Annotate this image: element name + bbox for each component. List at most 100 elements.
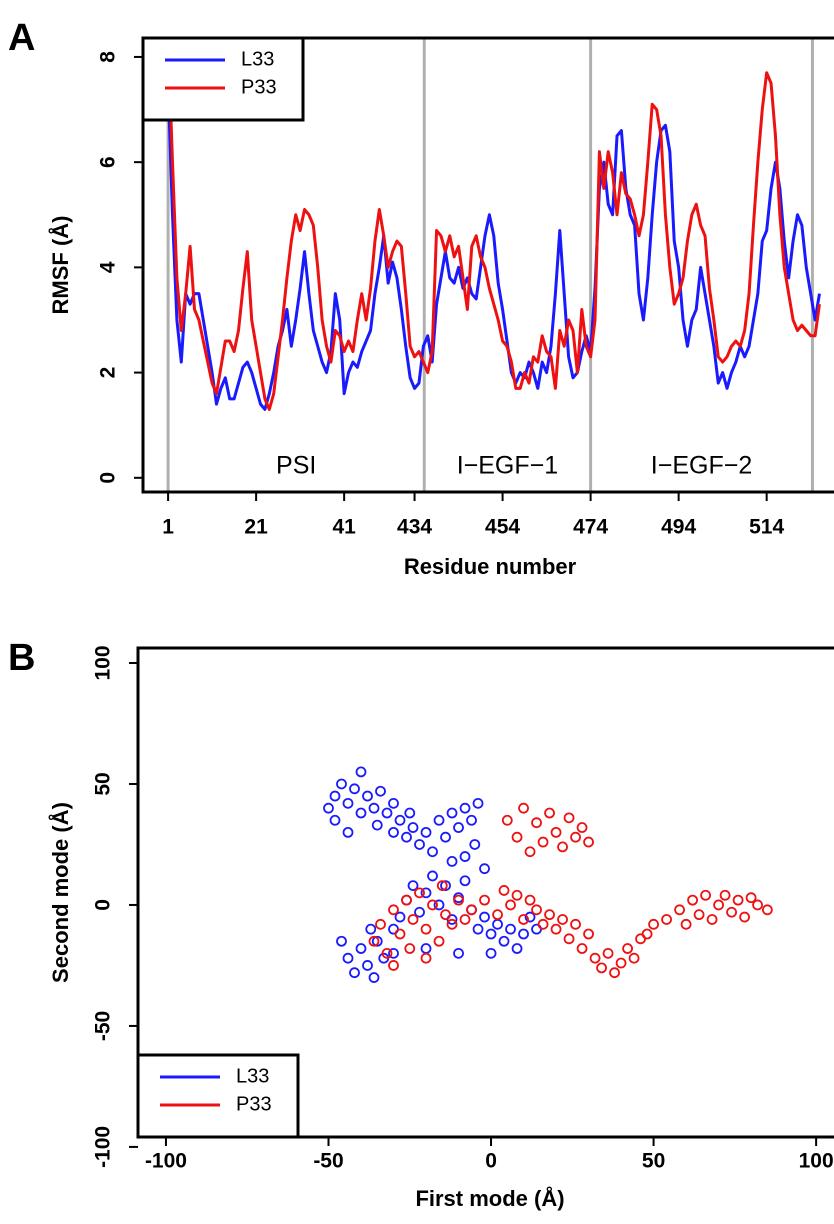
point [550, 923, 562, 935]
plot-area: PSI I−EGF−1 I−EGF−2 [166, 38, 821, 492]
point [371, 935, 383, 947]
point [511, 943, 523, 954]
point [336, 935, 347, 947]
point [511, 889, 523, 901]
point [609, 967, 620, 979]
point [641, 928, 653, 940]
point [407, 822, 419, 833]
plot-frame [141, 36, 834, 494]
x-tick-label: -50 [313, 1150, 343, 1173]
point [371, 819, 383, 831]
legend-box [141, 36, 305, 122]
point [537, 836, 549, 848]
x-axis-title: First mode (Å) [415, 1185, 564, 1211]
point [453, 947, 464, 959]
point [518, 928, 529, 940]
point [466, 814, 477, 826]
point [407, 914, 419, 925]
point [459, 851, 471, 862]
point [498, 885, 510, 896]
point [518, 802, 529, 814]
x-tick-label: 474 [573, 516, 608, 539]
y-tick-label: 4 [97, 261, 120, 273]
point [505, 899, 516, 911]
x-tick-label: 100 [799, 1150, 834, 1173]
point [596, 962, 607, 974]
point [531, 817, 542, 829]
point [375, 785, 386, 797]
point [505, 923, 516, 935]
point [355, 807, 367, 819]
point [576, 943, 588, 954]
point [511, 831, 523, 843]
point [433, 899, 445, 911]
y-tick-label: 50 [92, 772, 115, 795]
point [404, 943, 416, 954]
point [563, 933, 575, 945]
point [752, 899, 764, 911]
point [544, 807, 555, 819]
point [414, 906, 425, 918]
point [381, 947, 393, 959]
point [336, 778, 347, 790]
y-tick-label: 100 [92, 645, 115, 680]
region-label: I−EGF−2 [651, 452, 752, 480]
plot-frame [136, 646, 834, 1139]
x-tick-label: 50 [642, 1150, 665, 1173]
point [349, 783, 360, 795]
point [563, 812, 575, 824]
point [602, 947, 614, 959]
x-tick-label: 494 [661, 516, 696, 539]
point [583, 836, 594, 848]
point [492, 909, 503, 921]
point [381, 807, 393, 819]
point [342, 826, 354, 838]
x-tick-label: 41 [332, 516, 356, 539]
point [700, 889, 711, 901]
point [368, 935, 380, 947]
point [761, 904, 773, 916]
point [440, 880, 451, 892]
point [732, 894, 744, 906]
point [531, 904, 542, 916]
point [459, 802, 471, 814]
point [433, 814, 445, 826]
point [453, 822, 464, 833]
panel: B -100 -50 0 50 100 -100 -50 0 50 100 First mode (Å… [8, 637, 834, 1211]
point [446, 856, 458, 867]
point [420, 826, 432, 838]
x-tick-label: 514 [749, 516, 784, 539]
legend-box [136, 1053, 300, 1139]
point [440, 831, 451, 843]
point [524, 911, 536, 923]
legend-label: P33 [241, 76, 277, 98]
point [342, 797, 354, 809]
point [433, 935, 445, 947]
point [498, 935, 510, 947]
point [323, 802, 334, 814]
x-tick-label: 1 [162, 516, 174, 539]
point [583, 928, 594, 940]
point [719, 889, 731, 901]
point [628, 952, 640, 964]
legend-label: P33 [236, 1093, 272, 1115]
point [401, 831, 412, 843]
point [388, 947, 399, 959]
point [388, 960, 399, 971]
point [544, 909, 555, 921]
point [362, 790, 373, 802]
panel-label: B [8, 637, 35, 679]
point [329, 790, 341, 802]
point [537, 918, 549, 930]
x-tick-label: 454 [485, 516, 520, 539]
point [407, 880, 419, 892]
point [362, 960, 373, 971]
point [570, 918, 581, 930]
point [485, 928, 497, 940]
point [706, 914, 718, 925]
y-axis-title: RMSF (Å) [47, 216, 73, 315]
point [576, 822, 588, 833]
x-tick-label: -100 [145, 1150, 187, 1173]
x-tick-label: 21 [244, 516, 268, 539]
